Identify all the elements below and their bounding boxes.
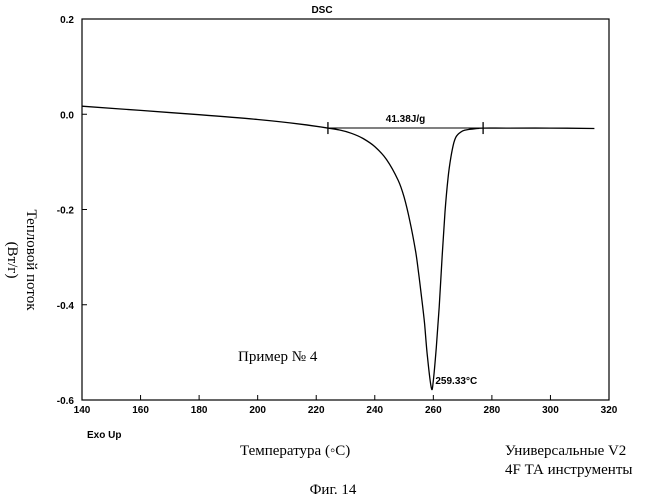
- x-tick-label: 320: [601, 405, 618, 416]
- dsc-curve: [81, 105, 595, 391]
- exo-up-label: Exo Up: [87, 430, 121, 441]
- x-tick-label: 220: [308, 405, 325, 416]
- y-tick-label: 0.0: [60, 110, 74, 121]
- x-axis-ticks: 140 160 180 200 220 240 260 280 300 320: [74, 395, 618, 416]
- x-tick-label: 260: [425, 405, 442, 416]
- y-tick-label: -0.2: [57, 206, 75, 217]
- instrument-line1: Универсальные V2: [505, 443, 626, 459]
- x-tick-label: 140: [74, 405, 91, 416]
- chart-title: DSC: [311, 5, 332, 16]
- x-tick-label: 280: [484, 405, 501, 416]
- x-axis-label: Температура (◦С): [240, 443, 350, 459]
- y-axis-ticks: 0.2 0.0 -0.2 -0.4 -0.6: [57, 15, 87, 407]
- sample-label: Пример № 4: [238, 349, 318, 365]
- plot-frame: [81, 18, 610, 401]
- y-tick-label: 0.2: [60, 15, 74, 26]
- x-tick-label: 180: [191, 405, 208, 416]
- y-axis-label-line2: (Вт/г): [4, 242, 20, 279]
- enthalpy-annotation: 41.38J/g: [386, 114, 425, 125]
- x-tick-label: 200: [249, 405, 266, 416]
- y-tick-label: -0.4: [57, 301, 75, 312]
- figure-caption: Фиг. 14: [310, 482, 357, 498]
- x-tick-label: 160: [132, 405, 149, 416]
- x-tick-label: 300: [542, 405, 559, 416]
- x-tick-label: 240: [366, 405, 383, 416]
- peak-annotation: 259.33°C: [435, 376, 477, 387]
- instrument-line2: 4F ТА инструменты: [505, 462, 632, 478]
- y-tick-label: -0.6: [57, 396, 75, 407]
- y-axis-label-line1: Тепловой поток: [23, 210, 39, 312]
